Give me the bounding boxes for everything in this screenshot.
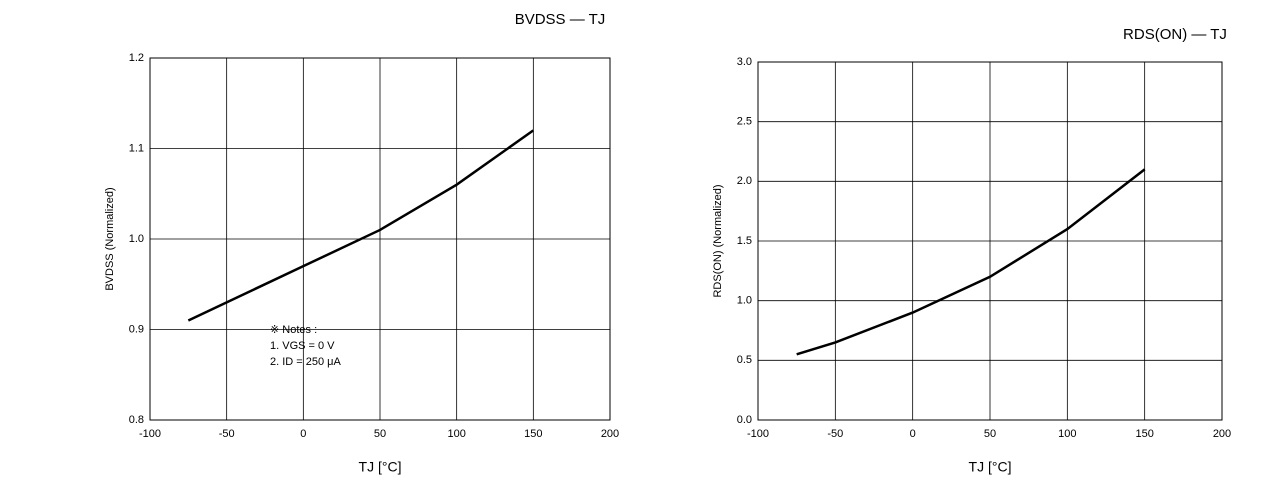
data-line [796,168,1146,356]
y-tick-label: 1.5 [737,235,752,247]
y-axis-label: RDS(ON) (Normalized) [712,184,724,297]
x-tick-label: -100 [747,428,769,440]
x-tick-label: 50 [374,428,386,440]
note: 2. ID = 250 μA [270,356,342,368]
y-tick-label: 0.0 [737,414,752,426]
y-tick-label: 2.0 [737,175,752,187]
data-line [187,129,535,322]
x-tick-label: -100 [139,428,161,440]
x-tick-label: -50 [219,428,235,440]
x-tick-label: 0 [300,428,306,440]
y-tick-label: 2.5 [737,116,752,128]
y-tick-label: 3.0 [737,56,752,68]
x-tick-label: 100 [1058,428,1076,440]
chart-title: BVDSS — TJ [515,11,606,28]
chart-title: RDS(ON) — TJ [1123,26,1227,43]
note: ※ Notes : [270,324,317,336]
y-tick-label: 0.8 [129,414,144,426]
y-tick-label: 0.5 [737,354,752,366]
y-tick-label: 1.2 [129,52,144,64]
note: 1. VGS = 0 V [270,340,335,352]
y-axis-label: BVDSS (Normalized) [104,187,116,290]
x-tick-label: 150 [1135,428,1153,440]
x-tick-label: 200 [1213,428,1231,440]
y-tick-label: 1.0 [737,295,752,307]
y-tick-label: 1.0 [129,233,144,245]
x-tick-label: -50 [827,428,843,440]
y-tick-label: 1.1 [129,142,144,154]
x-axis-label: TJ [°C] [359,459,402,475]
x-tick-label: 200 [601,428,619,440]
x-tick-label: 100 [447,428,465,440]
x-tick-label: 50 [984,428,996,440]
y-tick-label: 0.9 [129,323,144,335]
x-tick-label: 150 [524,428,542,440]
x-tick-label: 0 [910,428,916,440]
x-axis-label: TJ [°C] [969,459,1012,475]
